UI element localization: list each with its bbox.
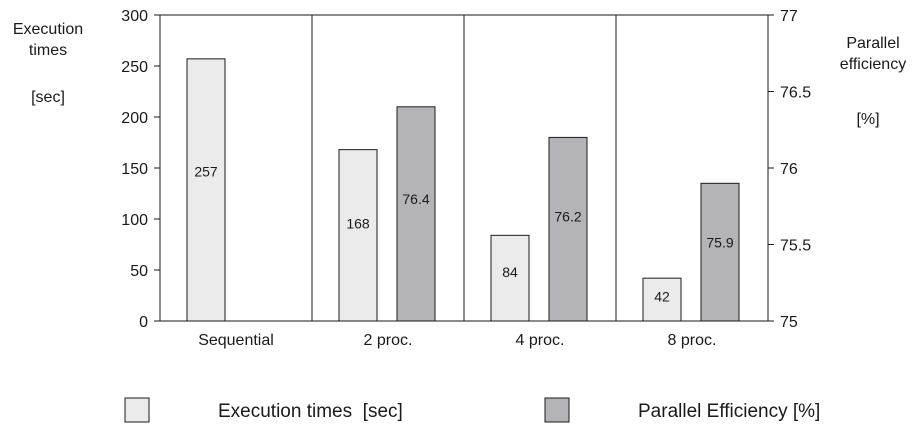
bar-value-label: 168	[346, 215, 370, 231]
bar-value-label: 75.9	[706, 235, 733, 251]
legend-item-parallel-efficiency: Parallel Efficiency [%]	[544, 397, 820, 423]
left-tick-label: 0	[139, 314, 148, 331]
x-axis-ticks: Sequential 2 proc. 4 proc. 8 proc.	[198, 332, 716, 349]
right-axis-title-line-3: [%]	[856, 111, 879, 128]
left-axis-title: Execution times [sec]	[13, 21, 83, 106]
bar-execution-times-sec-2-proc	[338, 149, 378, 322]
left-tick-label: 250	[121, 59, 148, 76]
bars	[186, 58, 740, 322]
right-axis-title: Parallel efficiency [%]	[840, 35, 906, 128]
bar-parallel-efficiency-2-proc	[396, 106, 436, 322]
left-axis-ticks: 0 50 100 150 200 250 300	[121, 8, 160, 331]
legend: Execution times [sec] Parallel Efficienc…	[124, 397, 820, 423]
bar-parallel-efficiency-4-proc	[548, 136, 588, 322]
x-tick-label: 4 proc.	[516, 332, 565, 349]
left-axis-title-line-1: Execution	[13, 21, 83, 38]
left-tick-label: 300	[121, 8, 148, 25]
bar-value-label: 42	[654, 289, 670, 305]
right-axis-ticks: 75 75.5 76 76.5 77	[768, 8, 811, 331]
bar-parallel-efficiency-8-proc	[700, 182, 740, 322]
bar-execution-times-sec-sequential	[186, 58, 226, 322]
left-tick-label: 200	[121, 110, 148, 127]
left-tick-label: 50	[130, 263, 148, 280]
legend-swatch-execution-times	[124, 397, 150, 423]
right-axis-title-line-2: efficiency	[840, 56, 906, 73]
legend-label-execution-times: Execution times [sec]	[218, 401, 403, 422]
left-tick-label: 150	[121, 161, 148, 178]
x-tick-label: 8 proc.	[668, 332, 717, 349]
bar-labels: 257 168 84 42 76.4 76.2 75.9	[194, 164, 734, 305]
category-separators	[311, 15, 617, 321]
right-tick-label: 75	[780, 314, 798, 331]
right-tick-label: 76.5	[780, 85, 811, 102]
left-tick-label: 100	[121, 212, 148, 229]
left-axis-title-line-2: times	[29, 42, 67, 59]
right-tick-label: 75.5	[780, 238, 811, 255]
bar-value-label: 84	[502, 264, 518, 280]
legend-label-parallel-efficiency: Parallel Efficiency [%]	[638, 401, 820, 422]
left-axis-title-line-3: [sec]	[31, 89, 65, 106]
bar-value-label: 257	[194, 164, 218, 180]
legend-item-execution-times: Execution times [sec]	[124, 397, 403, 423]
right-axis-title-line-1: Parallel	[846, 35, 899, 52]
bar-execution-times-sec-4-proc	[490, 234, 530, 322]
bar-value-label: 76.4	[402, 191, 429, 207]
x-tick-label: Sequential	[198, 332, 274, 349]
x-tick-label: 2 proc.	[364, 332, 413, 349]
right-tick-label: 76	[780, 161, 798, 178]
bar-value-label: 76.2	[554, 208, 581, 224]
right-tick-label: 77	[780, 8, 798, 25]
bar-execution-times-sec-8-proc	[642, 277, 682, 322]
legend-swatch-parallel-efficiency	[544, 397, 570, 423]
